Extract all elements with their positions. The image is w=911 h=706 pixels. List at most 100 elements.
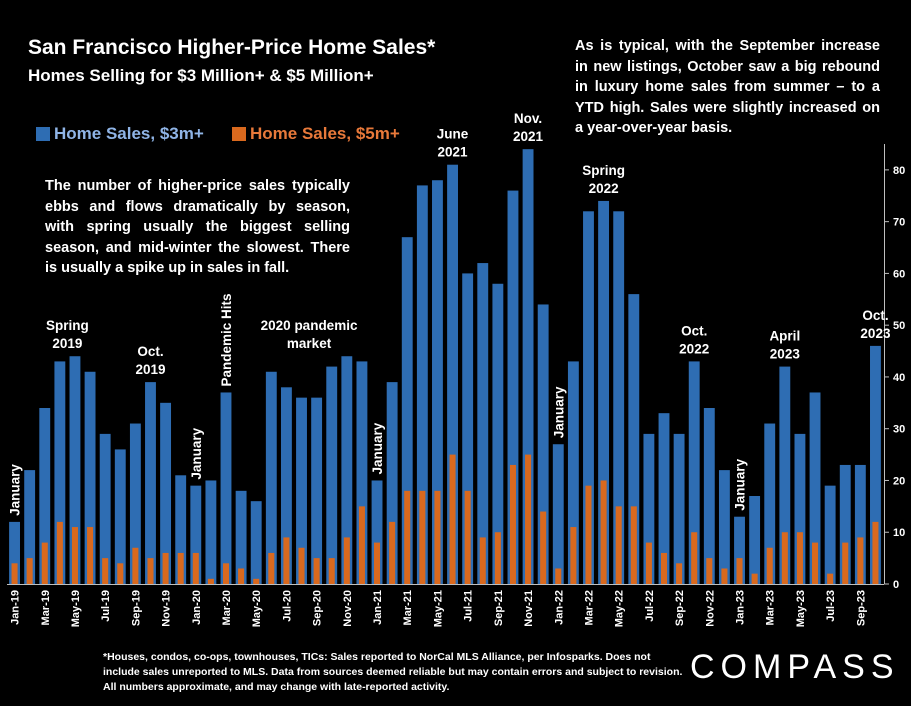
bar-3m-Aug-22 (658, 413, 670, 584)
bar-5m-Feb-23 (751, 573, 758, 584)
bar-3m-Mar-22 (583, 211, 594, 584)
bar-5m-Sep-21 (494, 532, 501, 584)
annotation-9: January (551, 386, 566, 438)
bar-5m-Sep-19 (132, 547, 139, 584)
bar-5m-Jan-21 (374, 542, 381, 584)
x-tick-label-Jan-21: Jan-21 (372, 590, 384, 625)
bar-3m-Jul-20 (280, 387, 292, 584)
bar-5m-Sep-23 (857, 537, 864, 584)
annotation-1-line-0: Spring (46, 318, 89, 333)
x-tick-label-Sep-21: Sep-21 (493, 590, 505, 626)
x-tick-label-Jan-22: Jan-22 (553, 590, 565, 625)
bar-3m-May-21 (432, 180, 443, 584)
bar-3m-Aug-20 (296, 397, 307, 584)
bar-5m-Jul-23 (827, 573, 834, 584)
bar-3m-Sep-22 (673, 433, 685, 584)
y-tick-label-40: 40 (893, 372, 905, 384)
bar-5m-Nov-22 (706, 558, 713, 584)
annotation-14-line-0: Oct. (862, 308, 888, 323)
bar-3m-Dec-22 (718, 470, 730, 584)
annotation-3: January (189, 427, 204, 479)
bar-5m-May-19 (71, 527, 78, 584)
bar-5m-Aug-23 (842, 542, 849, 584)
bar-3m-May-20 (250, 501, 262, 584)
bar-3m-Jan-19 (9, 521, 20, 584)
bar-5m-Dec-20 (358, 506, 365, 584)
x-tick-label-Mar-23: Mar-23 (765, 590, 777, 625)
bar-3m-Feb-22 (567, 361, 579, 584)
x-tick-label-Jul-19: Jul-19 (100, 590, 112, 622)
y-tick-label-30: 30 (893, 424, 905, 436)
bar-3m-Nov-19 (160, 402, 172, 584)
bar-5m-Oct-22 (691, 532, 698, 584)
bar-3m-Jun-19 (84, 371, 96, 584)
annotation-13-line-1: 2023 (770, 347, 801, 362)
bar-5m-Jun-20 (268, 552, 275, 584)
x-tick-label-May-22: May-22 (614, 590, 626, 627)
bar-5m-Apr-22 (600, 480, 607, 584)
bar-5m-Jan-23 (736, 558, 743, 584)
bar-5m-Mar-21 (404, 490, 411, 584)
annotation-7-line-0: June (437, 127, 469, 142)
bar-5m-Aug-22 (660, 552, 668, 584)
bar-3m-Mar-21 (401, 237, 413, 585)
bar-3m-Sep-23 (854, 464, 866, 584)
bar-5m-Feb-22 (570, 527, 577, 584)
y-tick-label-20: 20 (893, 475, 905, 487)
bar-3m-Aug-21 (477, 263, 489, 584)
annotation-12: January (733, 458, 748, 510)
bar-5m-Jun-19 (87, 527, 94, 584)
bar-3m-Nov-20 (341, 356, 353, 584)
x-tick-label-Nov-22: Nov-22 (704, 590, 716, 627)
legend-swatch-blue (36, 127, 50, 141)
commentary-right: As is typical, with the September increa… (575, 38, 880, 136)
bar-5m-Aug-21 (479, 537, 486, 584)
x-tick-label-Mar-20: Mar-20 (221, 590, 233, 625)
x-tick-label-Sep-19: Sep-19 (130, 590, 142, 626)
legend-label-3m: Home Sales, $3m+ (54, 124, 204, 143)
annotation-7-line-1: 2021 (438, 145, 469, 160)
annotation-13-line-0: April (769, 329, 800, 344)
bar-5m-Jul-19 (102, 558, 109, 584)
bar-5m-May-23 (796, 532, 803, 584)
bar-3m-Dec-20 (356, 361, 368, 584)
bar-5m-Apr-20 (238, 568, 245, 584)
bar-5m-Oct-21 (509, 464, 516, 584)
bar-5m-Oct-19 (147, 558, 154, 584)
bar-3m-Oct-23 (870, 345, 881, 584)
bar-5m-May-21 (434, 490, 441, 584)
x-tick-label-Jul-21: Jul-21 (463, 590, 475, 622)
bar-5m-Jun-21 (449, 454, 456, 584)
annotation-4: Pandemic Hits (219, 293, 234, 386)
x-tick-label-Nov-21: Nov-21 (523, 590, 535, 627)
bar-5m-Mar-22 (585, 485, 592, 584)
bar-5m-Apr-21 (419, 490, 426, 584)
y-tick-label-0: 0 (893, 579, 899, 591)
y-tick-label-80: 80 (893, 165, 905, 177)
bar-3m-Feb-19 (24, 470, 36, 584)
x-tick-label-Jul-22: Jul-22 (644, 590, 656, 622)
bar-3m-Mar-20 (220, 392, 232, 584)
annotation-8-line-1: 2021 (513, 129, 544, 144)
bar-3m-Jul-21 (462, 273, 474, 584)
bar-5m-Feb-21 (389, 521, 396, 584)
x-tick-label-Sep-22: Sep-22 (674, 590, 686, 626)
bar-3m-Apr-20 (235, 490, 247, 584)
x-tick-label-Jul-20: Jul-20 (281, 590, 293, 622)
x-tick-label-May-19: May-19 (70, 590, 82, 627)
bar-3m-Mar-19 (39, 408, 51, 584)
bar-5m-Nov-21 (525, 454, 532, 584)
bar-5m-Nov-20 (343, 537, 350, 584)
bar-5m-May-20 (253, 578, 260, 584)
legend-swatch-orange (232, 127, 246, 141)
bar-5m-Jul-21 (464, 490, 471, 584)
bar-5m-Jul-20 (283, 537, 290, 584)
legend-label-5m: Home Sales, $5m+ (250, 124, 400, 143)
bar-5m-Oct-23 (872, 521, 879, 584)
bar-5m-Dec-21 (540, 511, 547, 584)
bar-3m-May-19 (69, 356, 81, 584)
bar-3m-Nov-22 (703, 408, 715, 584)
bar-3m-Feb-23 (749, 496, 761, 584)
bar-3m-Jan-20 (190, 485, 202, 584)
chart-title: San Francisco Higher-Price Home Sales* (28, 36, 436, 59)
